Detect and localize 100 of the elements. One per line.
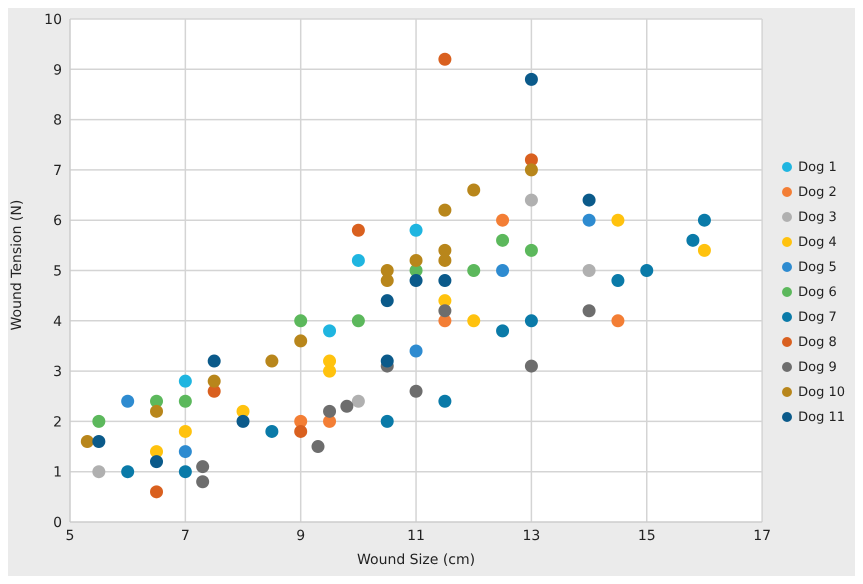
- point: [524, 194, 538, 207]
- x-tick-label: 13: [522, 528, 540, 544]
- point: [438, 254, 452, 267]
- point: [121, 394, 134, 408]
- point: [80, 435, 94, 448]
- point: [196, 460, 210, 474]
- point: [294, 424, 308, 438]
- point: [208, 354, 221, 368]
- point: [208, 374, 221, 388]
- legend-label: Dog 5: [798, 258, 837, 276]
- point: [524, 72, 538, 86]
- y-tick-label: 1: [53, 464, 62, 481]
- y-tick-label: 10: [44, 12, 62, 28]
- point: [380, 414, 394, 428]
- point: [611, 274, 624, 288]
- legend-label: Dog 1: [798, 158, 837, 176]
- legend-label: Dog 9: [798, 358, 837, 376]
- point: [150, 404, 164, 418]
- legend-label: Dog 8: [798, 334, 837, 352]
- point: [150, 455, 164, 468]
- point: [524, 360, 538, 373]
- point: [611, 214, 624, 227]
- point: [92, 435, 106, 448]
- point: [698, 244, 711, 257]
- point: [352, 254, 365, 267]
- point: [340, 400, 354, 413]
- point: [582, 304, 596, 318]
- y-tick-label: 2: [53, 414, 62, 430]
- point: [323, 404, 336, 418]
- y-tick-label: 0: [53, 514, 62, 531]
- point: [178, 445, 192, 458]
- point: [294, 314, 308, 328]
- point: [380, 354, 394, 368]
- point: [496, 264, 510, 277]
- point: [467, 264, 480, 277]
- point: [496, 324, 510, 338]
- point: [524, 314, 538, 328]
- x-tick-label: 5: [66, 528, 74, 544]
- point: [524, 244, 538, 257]
- point: [352, 224, 365, 237]
- y-tick-label: 3: [53, 364, 62, 380]
- point: [582, 264, 596, 277]
- legend-label: Dog 6: [798, 284, 837, 302]
- point: [438, 204, 452, 217]
- point: [196, 475, 210, 488]
- point: [410, 344, 423, 358]
- legend-label: Dog 2: [798, 184, 837, 202]
- point: [178, 465, 192, 478]
- y-tick-label: 9: [53, 62, 62, 78]
- y-axis-title: Wound Tension (N): [8, 200, 25, 330]
- point: [121, 465, 134, 478]
- point: [294, 334, 308, 348]
- x-tick-label: 7: [180, 528, 190, 544]
- point: [438, 52, 452, 66]
- point: [265, 424, 278, 438]
- point: [265, 354, 278, 368]
- point: [150, 485, 164, 498]
- point: [467, 314, 480, 328]
- point: [323, 324, 336, 338]
- point: [92, 414, 106, 428]
- y-tick-label: 5: [53, 263, 62, 280]
- point: [410, 224, 423, 237]
- point: [92, 465, 106, 478]
- x-tick-label: 11: [407, 528, 425, 544]
- point: [524, 163, 538, 176]
- x-tick-label: 15: [638, 528, 656, 544]
- point: [496, 214, 510, 227]
- point: [236, 414, 250, 428]
- point: [410, 384, 423, 398]
- y-tick-label: 7: [53, 162, 62, 179]
- point: [178, 374, 192, 388]
- point: [380, 294, 394, 308]
- point: [496, 234, 510, 247]
- legend-label: Dog 3: [798, 208, 837, 226]
- point: [438, 304, 452, 318]
- point: [582, 214, 596, 227]
- legend-label: Dog 7: [798, 308, 837, 326]
- point: [698, 214, 711, 227]
- legend-label: Dog 4: [798, 234, 837, 252]
- point: [178, 424, 192, 438]
- point: [410, 254, 423, 267]
- point: [611, 314, 624, 328]
- x-tick-label: 17: [753, 528, 772, 544]
- x-tick-label: 9: [296, 528, 306, 544]
- point: [582, 194, 596, 207]
- point: [438, 274, 452, 288]
- point: [467, 184, 480, 197]
- y-tick-label: 8: [53, 112, 62, 129]
- point: [380, 274, 394, 288]
- point: [640, 264, 654, 277]
- legend-label: Dog 10: [798, 384, 845, 402]
- point: [352, 314, 365, 328]
- x-axis-title: Wound Size (cm): [356, 552, 476, 568]
- y-tick-label: 6: [53, 213, 62, 230]
- point: [686, 234, 700, 247]
- legend-label: Dog 11: [798, 408, 845, 426]
- point: [352, 394, 365, 408]
- point: [323, 364, 336, 378]
- point: [410, 274, 423, 288]
- point: [438, 394, 452, 408]
